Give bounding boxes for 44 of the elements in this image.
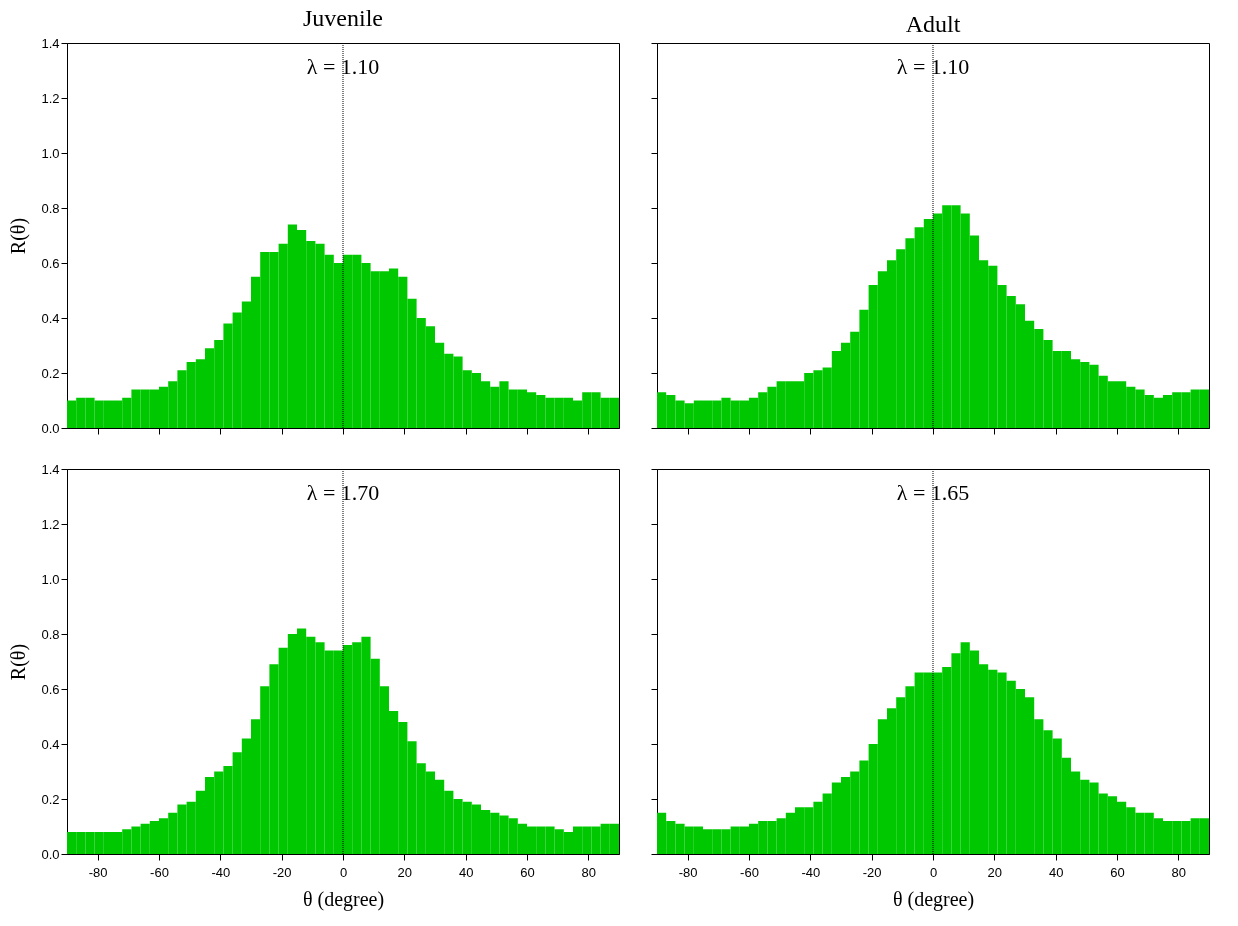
y-tick-label: 0.2 xyxy=(41,791,60,807)
chart-title: Juvenile xyxy=(303,5,383,31)
x-tick-label: -60 xyxy=(150,864,169,880)
annotation: λ = 1.65 xyxy=(896,480,970,505)
x-tick-label: 60 xyxy=(520,864,535,880)
y-tick-label: 0.8 xyxy=(41,200,60,216)
x-tick-label: 80 xyxy=(581,864,597,880)
y-tick-label: 0.0 xyxy=(41,420,60,436)
y-tick-label: 1.4 xyxy=(41,35,60,51)
y-tick-label: 1.4 xyxy=(41,461,60,477)
x-tick-label: -20 xyxy=(272,864,292,880)
x-tick-label: -80 xyxy=(88,864,108,880)
y-tick-label: 1.2 xyxy=(41,516,60,532)
x-tick-label: 0 xyxy=(929,864,938,880)
x-tick-label: 0 xyxy=(339,864,348,880)
x-tick-label: -40 xyxy=(211,864,231,880)
x-tick-label: -20 xyxy=(862,864,882,880)
y-tick-label: 1.2 xyxy=(41,90,60,106)
x-tick-label: -60 xyxy=(740,864,759,880)
y-tick-label: 0.8 xyxy=(41,626,60,642)
annotation: λ = 1.10 xyxy=(306,54,380,79)
y-tick-label: 1.0 xyxy=(41,145,60,161)
y-tick-label: 0.4 xyxy=(41,310,60,326)
x-tick-label: 80 xyxy=(1171,864,1187,880)
x-tick-label: 20 xyxy=(397,864,413,880)
x-tick-label: 40 xyxy=(458,864,474,880)
chart-title: Adult xyxy=(905,10,961,37)
annotation: λ = 1.10 xyxy=(896,54,970,79)
y-axis-title: R(θ) xyxy=(7,643,31,681)
y-tick-label: 0.4 xyxy=(41,736,60,752)
annotation: λ = 1.70 xyxy=(306,480,380,505)
x-tick-label: 20 xyxy=(987,864,1003,880)
y-tick-label: 1.0 xyxy=(41,571,60,587)
y-tick-label: 0.0 xyxy=(41,846,60,862)
x-tick-label: 40 xyxy=(1048,864,1064,880)
x-axis-title: θ (degree) xyxy=(892,887,975,911)
y-tick-label: 0.6 xyxy=(41,681,60,697)
y-tick-label: 0.6 xyxy=(41,255,60,271)
x-axis-title: θ (degree) xyxy=(302,887,385,911)
y-axis-title: R(θ) xyxy=(7,217,31,255)
x-tick-label: -40 xyxy=(801,864,821,880)
y-tick-label: 0.2 xyxy=(41,365,60,381)
x-tick-label: 60 xyxy=(1110,864,1125,880)
x-tick-label: -80 xyxy=(678,864,698,880)
